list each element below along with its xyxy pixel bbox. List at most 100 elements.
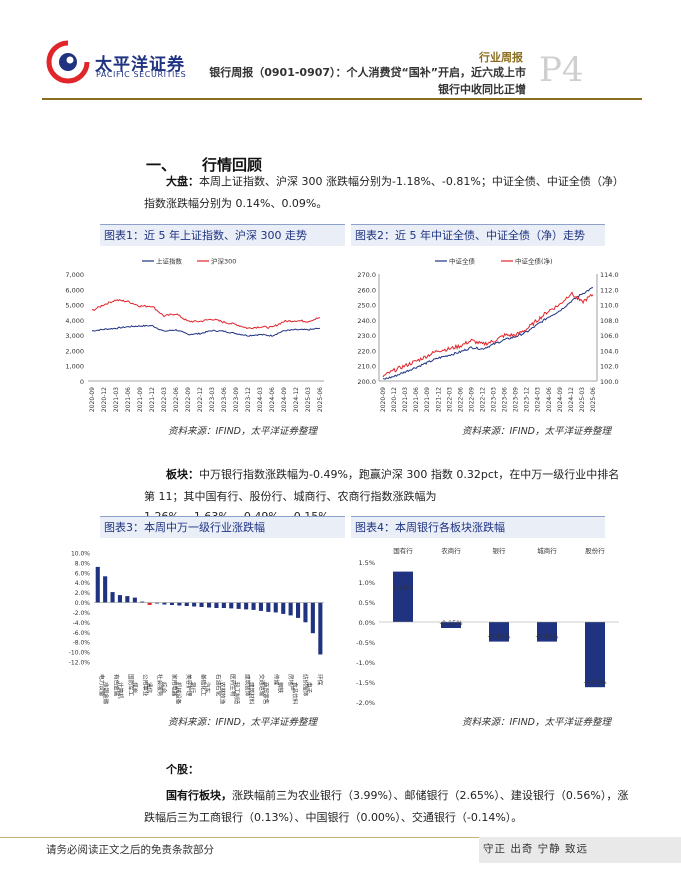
x-tick-label: 2022-06 — [457, 387, 464, 412]
footer-motto: 守正 出奇 宁静 致远 — [479, 837, 681, 863]
x-tick-label: 房地产 — [287, 674, 295, 691]
x-tick-label: 2024-09 — [281, 387, 288, 412]
bar-美容护理 — [177, 602, 182, 606]
y-tick-label-right: 106.0 — [600, 332, 619, 340]
data-label: -0.49% — [488, 633, 511, 641]
y-tick-label-right: 114.0 — [600, 271, 619, 279]
bar-股份行 — [585, 622, 605, 688]
x-tick-label: 建筑装饰 — [243, 674, 251, 697]
x-tick-label: 有色金属 — [113, 674, 121, 697]
y-tick-label-right: 104.0 — [600, 347, 619, 355]
y-tick-label: -6.0% — [73, 630, 91, 637]
y-tick-label-left: 260.0 — [357, 286, 376, 294]
bar-建筑装饰 — [221, 602, 226, 608]
x-tick-label: 综合 — [160, 682, 168, 694]
x-tick-label: 2022-03 — [446, 387, 453, 412]
section-number: 一、 — [146, 156, 177, 174]
x-tick-label: 2021-12 — [149, 387, 156, 412]
y-tick-label: 2,000 — [65, 347, 84, 355]
x-tick-label: 2022-09 — [468, 387, 475, 412]
y-tick-label-right: 110.0 — [600, 302, 619, 310]
bar-社会服务 — [140, 601, 145, 603]
x-tick-label: 2020-09 — [89, 387, 96, 412]
bar-家用电器 — [155, 602, 160, 604]
data-label: -1.63% — [584, 678, 607, 686]
y-tick-label: 5,000 — [65, 302, 84, 310]
x-tick-label: 2021-09 — [424, 387, 431, 412]
x-tick-label: 商贸零售 — [262, 682, 270, 705]
y-tick-label-left: 200.0 — [357, 378, 376, 386]
x-tick-label: 2024-12 — [293, 387, 300, 412]
bar-机械设备 — [132, 597, 137, 603]
y-tick-label: 1,000 — [65, 363, 84, 371]
x-tick-label: 2022-12 — [479, 387, 486, 412]
x-tick-label: 2023-12 — [524, 387, 531, 412]
section-title: 行情回顾 — [202, 156, 263, 174]
x-tick-label: 电子 — [305, 682, 313, 694]
market-lead: 大盘： — [166, 175, 199, 188]
report-title: 银行周报（0901-0907）：个人消费贷“国补”开启，近六成上市 银行中收同比… — [196, 64, 526, 98]
x-tick-label: 2022-06 — [173, 387, 180, 412]
fig4-title: 图表4：本周银行各板块涨跌幅 — [351, 516, 605, 538]
x-tick-label: 2020-12 — [391, 387, 398, 412]
y-tick-label: -8.0% — [73, 640, 91, 647]
x-tick-label: 2023-09 — [233, 387, 240, 412]
bar-商贸零售 — [258, 602, 263, 611]
page-number: P4 — [539, 50, 584, 90]
x-tick-label: 2023-09 — [513, 387, 520, 412]
fig1-source: 资料来源：IFIND，太平洋证券整理 — [168, 426, 317, 437]
x-tick-label: 2022-03 — [161, 387, 168, 412]
x-tick-label: 2021-09 — [137, 387, 144, 412]
x-tick-label: 2021-03 — [402, 387, 409, 412]
bar-农商行 — [441, 622, 461, 628]
y-tick-label-left: 230.0 — [357, 332, 376, 340]
y-tick-label: 10.0% — [71, 551, 90, 558]
bar-电力设备 — [95, 566, 100, 603]
x-tick-label: 石油石化 — [214, 674, 222, 697]
x-tick-label: 2023-03 — [491, 387, 498, 412]
category-label: 城商行 — [537, 546, 557, 555]
x-tick-label: 汽车 — [204, 682, 212, 694]
data-label: -0.49% — [536, 633, 559, 641]
x-tick-label: 2025-03 — [305, 387, 312, 412]
report-title-line2: 银行中收同比正增 — [438, 83, 526, 96]
y-tick-label: 4.0% — [75, 580, 91, 587]
bar-有色金属 — [110, 592, 115, 603]
y-tick-label: 6,000 — [65, 286, 84, 294]
bar-银行 — [147, 602, 152, 605]
header-divider — [42, 98, 642, 100]
category-label: 银行 — [493, 546, 507, 555]
report-category: 行业周报 — [479, 51, 523, 64]
y-tick-label: -0.5% — [356, 639, 375, 647]
bar-非银金融 — [288, 602, 293, 616]
bar-城商行 — [537, 622, 557, 642]
x-tick-label: 2023-06 — [502, 387, 509, 412]
bar-农林牧渔 — [192, 602, 197, 607]
footer-disclaimer: 请务必阅读正文之后的免责条款部分 — [46, 844, 214, 856]
x-tick-label: 2024-03 — [257, 387, 264, 412]
series-line-bond-net — [382, 291, 594, 378]
category-label: 国有行 — [393, 546, 413, 555]
bar-银行 — [489, 622, 509, 642]
y-tick-label: 2.0% — [75, 590, 91, 597]
x-tick-label: 2024-12 — [568, 387, 575, 412]
x-tick-label: 医药生物 — [229, 674, 237, 697]
footer-divider — [0, 837, 681, 838]
series-line-csi300 — [91, 298, 321, 330]
stocks-lead: 个股： — [166, 763, 199, 776]
y-tick-label-right: 112.0 — [600, 286, 619, 294]
stocks-lead-line: 个股： — [144, 760, 632, 780]
x-tick-label: 食品饮料 — [291, 682, 299, 705]
x-tick-label: 2022-12 — [197, 387, 204, 412]
y-tick-label-left: 250.0 — [357, 302, 376, 310]
bar-食品饮料 — [296, 602, 301, 618]
y-tick-label: 6.0% — [75, 570, 91, 577]
fig1-title: 图表1：近 5 年上证指数、沪深 300 走势 — [100, 224, 345, 246]
x-tick-label: 电力设备 — [98, 674, 106, 697]
y-tick-label: -10.0% — [69, 650, 91, 657]
x-tick-label: 公用事业 — [142, 674, 150, 697]
legend-label: 上证指数 — [156, 257, 183, 266]
x-tick-label: 2025-06 — [590, 387, 597, 412]
y-tick-label: 8.0% — [75, 560, 91, 567]
category-label: 股份行 — [585, 546, 605, 555]
